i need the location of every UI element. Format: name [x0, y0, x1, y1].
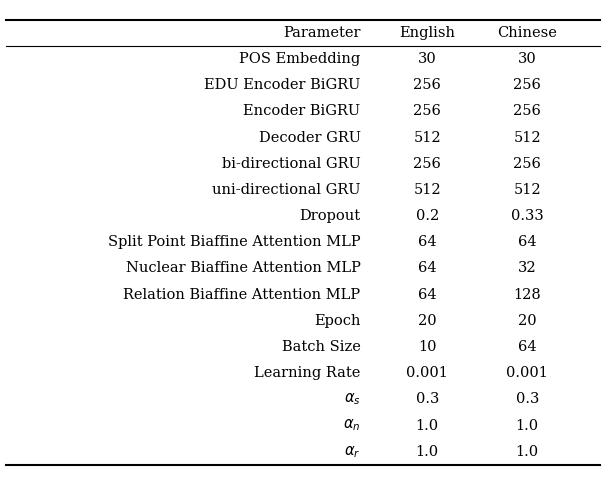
Text: 1.0: 1.0	[416, 445, 439, 459]
Text: 512: 512	[513, 183, 541, 197]
Text: Learning Rate: Learning Rate	[254, 366, 361, 380]
Text: 64: 64	[518, 235, 536, 249]
Text: Relation Biaffine Attention MLP: Relation Biaffine Attention MLP	[124, 288, 361, 302]
Text: 0.001: 0.001	[406, 366, 448, 380]
Text: Epoch: Epoch	[314, 314, 361, 328]
Text: English: English	[399, 26, 455, 40]
Text: 64: 64	[518, 340, 536, 354]
Text: 1.0: 1.0	[516, 445, 539, 459]
Text: POS Embedding: POS Embedding	[239, 52, 361, 66]
Text: 32: 32	[518, 261, 536, 276]
Text: $\alpha_r$: $\alpha_r$	[344, 444, 361, 459]
Text: Chinese: Chinese	[498, 26, 557, 40]
Text: 512: 512	[413, 130, 441, 145]
Text: uni-directional GRU: uni-directional GRU	[212, 183, 361, 197]
Text: 30: 30	[418, 52, 436, 66]
Text: Dropout: Dropout	[299, 209, 361, 223]
Text: 0.3: 0.3	[516, 392, 539, 407]
Text: 1.0: 1.0	[416, 418, 439, 433]
Text: 256: 256	[513, 78, 541, 92]
Text: 0.3: 0.3	[416, 392, 439, 407]
Text: Nuclear Biaffine Attention MLP: Nuclear Biaffine Attention MLP	[125, 261, 361, 276]
Text: 20: 20	[418, 314, 436, 328]
Text: 256: 256	[513, 157, 541, 171]
Text: bi-directional GRU: bi-directional GRU	[222, 157, 361, 171]
Text: 512: 512	[413, 183, 441, 197]
Text: Decoder GRU: Decoder GRU	[259, 130, 361, 145]
Text: EDU Encoder BiGRU: EDU Encoder BiGRU	[204, 78, 361, 92]
Text: 0.001: 0.001	[506, 366, 548, 380]
Text: 256: 256	[413, 78, 441, 92]
Text: 256: 256	[413, 157, 441, 171]
Text: 64: 64	[418, 235, 436, 249]
Text: 10: 10	[418, 340, 436, 354]
Text: Encoder BiGRU: Encoder BiGRU	[244, 104, 361, 119]
Text: 512: 512	[513, 130, 541, 145]
Text: 256: 256	[513, 104, 541, 119]
Text: 0.33: 0.33	[511, 209, 544, 223]
Text: 128: 128	[513, 288, 541, 302]
Text: Batch Size: Batch Size	[282, 340, 361, 354]
Text: 30: 30	[518, 52, 536, 66]
Text: 0.2: 0.2	[416, 209, 439, 223]
Text: Parameter: Parameter	[283, 26, 361, 40]
Text: 256: 256	[413, 104, 441, 119]
Text: 64: 64	[418, 288, 436, 302]
Text: 1.0: 1.0	[516, 418, 539, 433]
Text: $\alpha_n$: $\alpha_n$	[343, 418, 361, 433]
Text: Split Point Biaffine Attention MLP: Split Point Biaffine Attention MLP	[108, 235, 361, 249]
Text: 64: 64	[418, 261, 436, 276]
Text: $\alpha_s$: $\alpha_s$	[344, 392, 361, 407]
Text: 20: 20	[518, 314, 536, 328]
